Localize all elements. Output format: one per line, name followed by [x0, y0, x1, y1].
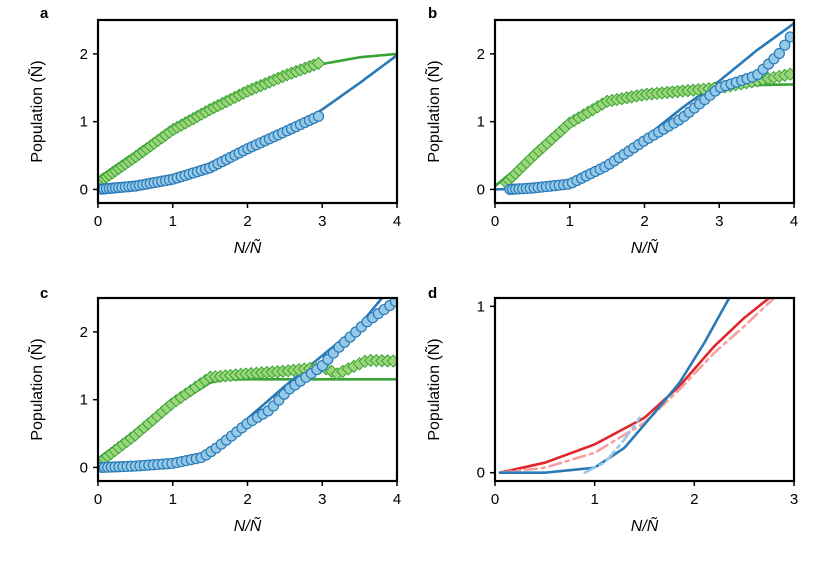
- series-line-blue: [98, 298, 384, 469]
- panel-d: 0 1 2 3 0 1 N/Ñ Population (Ñ): [423, 296, 798, 535]
- x-tick-label: 2: [243, 213, 251, 230]
- axes-frame: [96, 296, 399, 483]
- series-line-blue: [98, 53, 397, 191]
- x-tick-label: 0: [94, 491, 102, 508]
- x-axis-label: N/Ñ: [631, 516, 659, 535]
- axes-frame: [493, 18, 796, 205]
- y-axis-label: Population (Ñ): [423, 338, 443, 440]
- panel-label-a: a: [40, 5, 49, 22]
- series-line-blue: [498, 298, 731, 474]
- data-point-blue: [784, 31, 794, 43]
- panel-label-d: d: [428, 285, 437, 302]
- y-tick-label: 1: [80, 392, 88, 409]
- axes-frame: [96, 18, 399, 205]
- x-tick-label: 4: [393, 491, 401, 508]
- x-tick-label: 0: [491, 213, 499, 230]
- x-tick-label: 3: [790, 491, 798, 508]
- y-tick-label: 2: [80, 46, 88, 63]
- data-point-blue: [779, 39, 791, 51]
- x-tick-label: 0: [94, 213, 102, 230]
- y-axis-label: Population (Ñ): [26, 338, 46, 440]
- series-line-blue_light: [583, 416, 641, 474]
- y-tick-label: 0: [477, 181, 485, 198]
- y-tick-label: 0: [80, 459, 88, 476]
- y-axis-label: Population (Ñ): [423, 60, 443, 162]
- x-tick-label: 3: [318, 213, 326, 230]
- plot-area: [98, 298, 397, 474]
- y-tick-label: 2: [477, 46, 485, 63]
- series-line-red: [498, 298, 771, 474]
- panel-a: 0 1 2 3 4 0 1 2 N/Ñ Population (Ñ): [26, 18, 401, 257]
- series-line-green: [98, 52, 397, 188]
- y-tick-label: 0: [477, 465, 485, 482]
- y-tick-label: 1: [477, 298, 485, 315]
- series-line-red_light: [498, 298, 776, 474]
- x-tick-label: 2: [243, 491, 251, 508]
- x-tick-label: 3: [318, 491, 326, 508]
- plot-area: [498, 298, 776, 474]
- data-point-blue: [773, 47, 785, 60]
- plot-area: [98, 52, 397, 195]
- x-axis-label: N/Ñ: [631, 238, 659, 257]
- plot-area: [495, 22, 794, 196]
- series-line-blue: [495, 22, 794, 191]
- x-tick-label: 3: [715, 213, 723, 230]
- y-tick-label: 2: [80, 324, 88, 341]
- x-tick-label: 1: [566, 213, 574, 230]
- x-tick-label: 1: [169, 491, 177, 508]
- x-tick-label: 4: [393, 213, 401, 230]
- axes-frame: [493, 296, 796, 483]
- x-tick-label: 2: [640, 213, 648, 230]
- x-axis-label: N/Ñ: [234, 238, 262, 257]
- data-point-blue: [312, 110, 325, 122]
- panel-b: 0 1 2 3 4 0 1 2 N/Ñ Population (Ñ): [423, 18, 798, 257]
- x-axis-label: N/Ñ: [234, 516, 262, 535]
- x-tick-label: 1: [169, 213, 177, 230]
- data-point-green: [783, 67, 794, 81]
- y-tick-label: 1: [477, 114, 485, 131]
- data-point-green: [386, 354, 397, 368]
- x-tick-label: 0: [491, 491, 499, 508]
- x-tick-label: 1: [590, 491, 598, 508]
- x-tick-label: 2: [690, 491, 698, 508]
- data-point-green: [311, 56, 326, 71]
- panel-label-c: c: [40, 285, 48, 302]
- data-point-blue: [389, 298, 397, 307]
- panel-c: 0 1 2 3 4 0 1 2 N/Ñ Population (Ñ): [26, 296, 401, 535]
- y-tick-label: 1: [80, 114, 88, 131]
- y-tick-label: 0: [80, 181, 88, 198]
- x-tick-label: 4: [790, 213, 798, 230]
- panel-label-b: b: [428, 5, 437, 22]
- y-axis-label: Population (Ñ): [26, 60, 46, 162]
